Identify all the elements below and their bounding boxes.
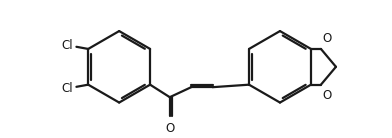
Text: O: O — [322, 89, 332, 102]
Text: Cl: Cl — [62, 82, 73, 95]
Text: O: O — [322, 32, 332, 45]
Text: O: O — [165, 122, 174, 135]
Text: Cl: Cl — [62, 39, 73, 52]
